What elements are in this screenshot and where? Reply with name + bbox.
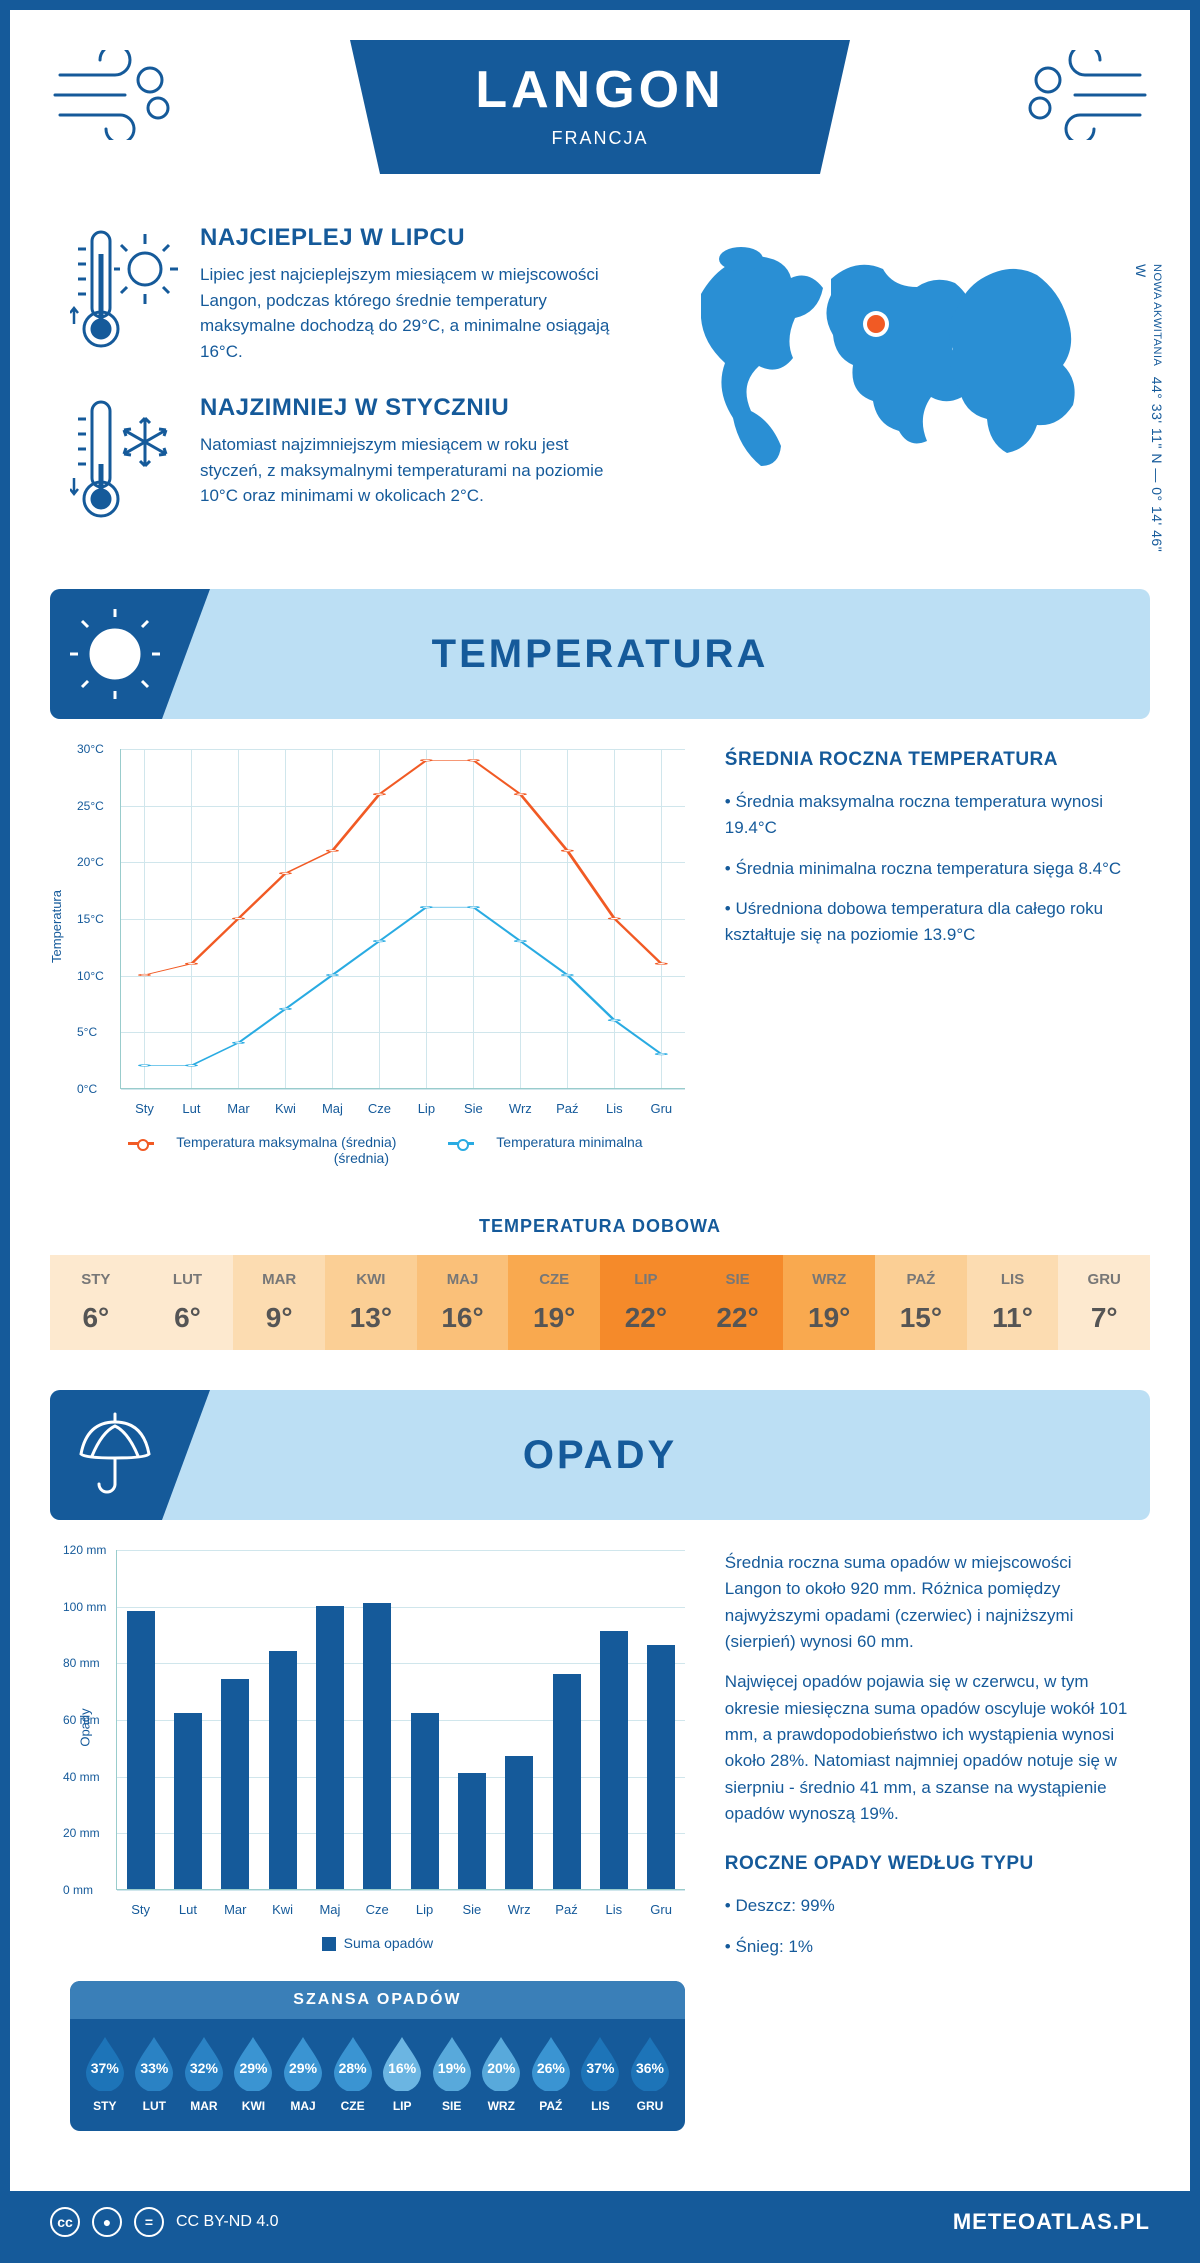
chart-legend: Suma opadów [70,1935,685,1951]
fact-title: NAJZIMNIEJ W STYCZNIU [200,394,620,422]
chance-cell: 29%KWI [229,2035,279,2113]
daily-cell: GRU7° [1058,1255,1150,1350]
chance-cell: 19%SIE [427,2035,477,2113]
types-title: ROCZNE OPADY WEDŁUG TYPU [725,1853,1130,1875]
section-title: OPADY [523,1433,677,1478]
chance-cell: 29%MAJ [278,2035,328,2113]
fact-title: NAJCIEPLEJ W LIPCU [200,224,620,252]
chart-legend: Temperatura maksymalna (średnia) Tempera… [70,1134,685,1166]
y-axis-label: Temperatura [49,890,64,963]
fact-coldest: NAJZIMNIEJ W STYCZNIU Natomiast najzimni… [70,394,621,529]
daily-temp-table: STY6°LUT6°MAR9°KWI13°MAJ16°CZE19°LIP22°S… [50,1255,1150,1350]
chance-title: SZANSA OPADÓW [70,1981,685,2019]
chance-cell: 37%LIS [576,2035,626,2113]
footer: cc ● = CC BY-ND 4.0 METEOATLAS.PL [10,2191,1190,2253]
intro-row: NAJCIEPLEJ W LIPCU Lipiec jest najcieple… [10,194,1190,579]
summary-text: Najwięcej opadów pojawia się w czerwcu, … [725,1669,1130,1827]
world-map-icon [671,224,1111,484]
daily-cell: CZE19° [508,1255,600,1350]
stat-item: Średnia maksymalna roczna temperatura wy… [725,789,1130,842]
brand: METEOATLAS.PL [953,2209,1150,2235]
chance-cell: 33%LUT [130,2035,180,2113]
temperature-row: Temperatura 0°C5°C10°C15°C20°C25°C30°CSt… [10,749,1190,1196]
stat-item: Uśredniona dobowa temperatura dla całego… [725,896,1130,949]
fact-text: Natomiast najzimniejszym miesiącem w rok… [200,432,620,509]
temperature-line-chart: Temperatura 0°C5°C10°C15°C20°C25°C30°CSt… [70,749,685,1166]
chance-cell: 16%LIP [377,2035,427,2113]
fact-text: Lipiec jest najcieplejszym miesiącem w m… [200,262,620,364]
daily-temp-title: TEMPERATURA DOBOWA [10,1216,1190,1237]
section-precipitation: OPADY [50,1390,1150,1520]
precipitation-bar-chart: Opady 0 mm20 mm40 mm60 mm80 mm100 mm120 … [70,1550,685,2131]
daily-cell: SIE22° [692,1255,784,1350]
daily-cell: STY6° [50,1255,142,1350]
section-title: TEMPERATURA [432,632,769,677]
chance-cell: 26%PAŹ [526,2035,576,2113]
daily-cell: LUT6° [142,1255,234,1350]
nd-icon: = [134,2207,164,2237]
summary-text: Średnia roczna suma opadów w miejscowośc… [725,1550,1130,1655]
umbrella-icon [50,1390,210,1520]
infographic-page: LANGON FRANCJA NAJCIEPLEJ W LIPCU Lipiec… [0,0,1200,2263]
region: NOWA AKWITANIA [1151,264,1163,366]
section-temperature: TEMPERATURA [50,589,1150,719]
precipitation-summary: Średnia roczna suma opadów w miejscowośc… [725,1550,1130,2131]
facts-column: NAJCIEPLEJ W LIPCU Lipiec jest najcieple… [70,224,621,559]
chance-cell: 28%CZE [328,2035,378,2113]
chance-cell: 36%GRU [625,2035,675,2113]
daily-cell: KWI13° [325,1255,417,1350]
title-banner: LANGON FRANCJA [350,40,850,174]
wind-icon [1020,50,1150,145]
temperature-summary: ŚREDNIA ROCZNA TEMPERATURA Średnia maksy… [725,749,1130,1166]
precipitation-row: Opady 0 mm20 mm40 mm60 mm80 mm100 mm120 … [10,1550,1190,2161]
daily-cell: PAŹ15° [875,1255,967,1350]
license: cc ● = CC BY-ND 4.0 [50,2207,279,2237]
by-icon: ● [92,2207,122,2237]
wind-icon [50,50,180,145]
daily-cell: MAR9° [233,1255,325,1350]
stat-item: Średnia minimalna roczna temperatura się… [725,856,1130,882]
summary-title: ŚREDNIA ROCZNA TEMPERATURA [725,749,1130,771]
cc-icon: cc [50,2207,80,2237]
chance-cell: 37%STY [80,2035,130,2113]
thermometer-sun-icon [70,224,180,364]
daily-cell: MAJ16° [417,1255,509,1350]
country-name: FRANCJA [430,128,770,149]
type-item: Śnieg: 1% [725,1934,1130,1960]
sun-icon [50,589,210,719]
coordinates: NOWA AKWITANIA 44° 33' 11" N — 0° 14' 46… [1133,264,1165,559]
precipitation-chance-box: SZANSA OPADÓW 37%STY33%LUT32%MAR29%KWI29… [70,1981,685,2131]
map-column: NOWA AKWITANIA 44° 33' 11" N — 0° 14' 46… [651,224,1130,559]
city-name: LANGON [430,60,770,120]
type-item: Deszcz: 99% [725,1893,1130,1919]
fact-hottest: NAJCIEPLEJ W LIPCU Lipiec jest najcieple… [70,224,621,364]
chance-cell: 32%MAR [179,2035,229,2113]
daily-cell: LIP22° [600,1255,692,1350]
license-text: CC BY-ND 4.0 [176,2213,279,2231]
daily-cell: LIS11° [967,1255,1059,1350]
header: LANGON FRANCJA [10,10,1190,194]
thermometer-snow-icon [70,394,180,529]
chance-cell: 20%WRZ [477,2035,527,2113]
daily-cell: WRZ19° [783,1255,875,1350]
